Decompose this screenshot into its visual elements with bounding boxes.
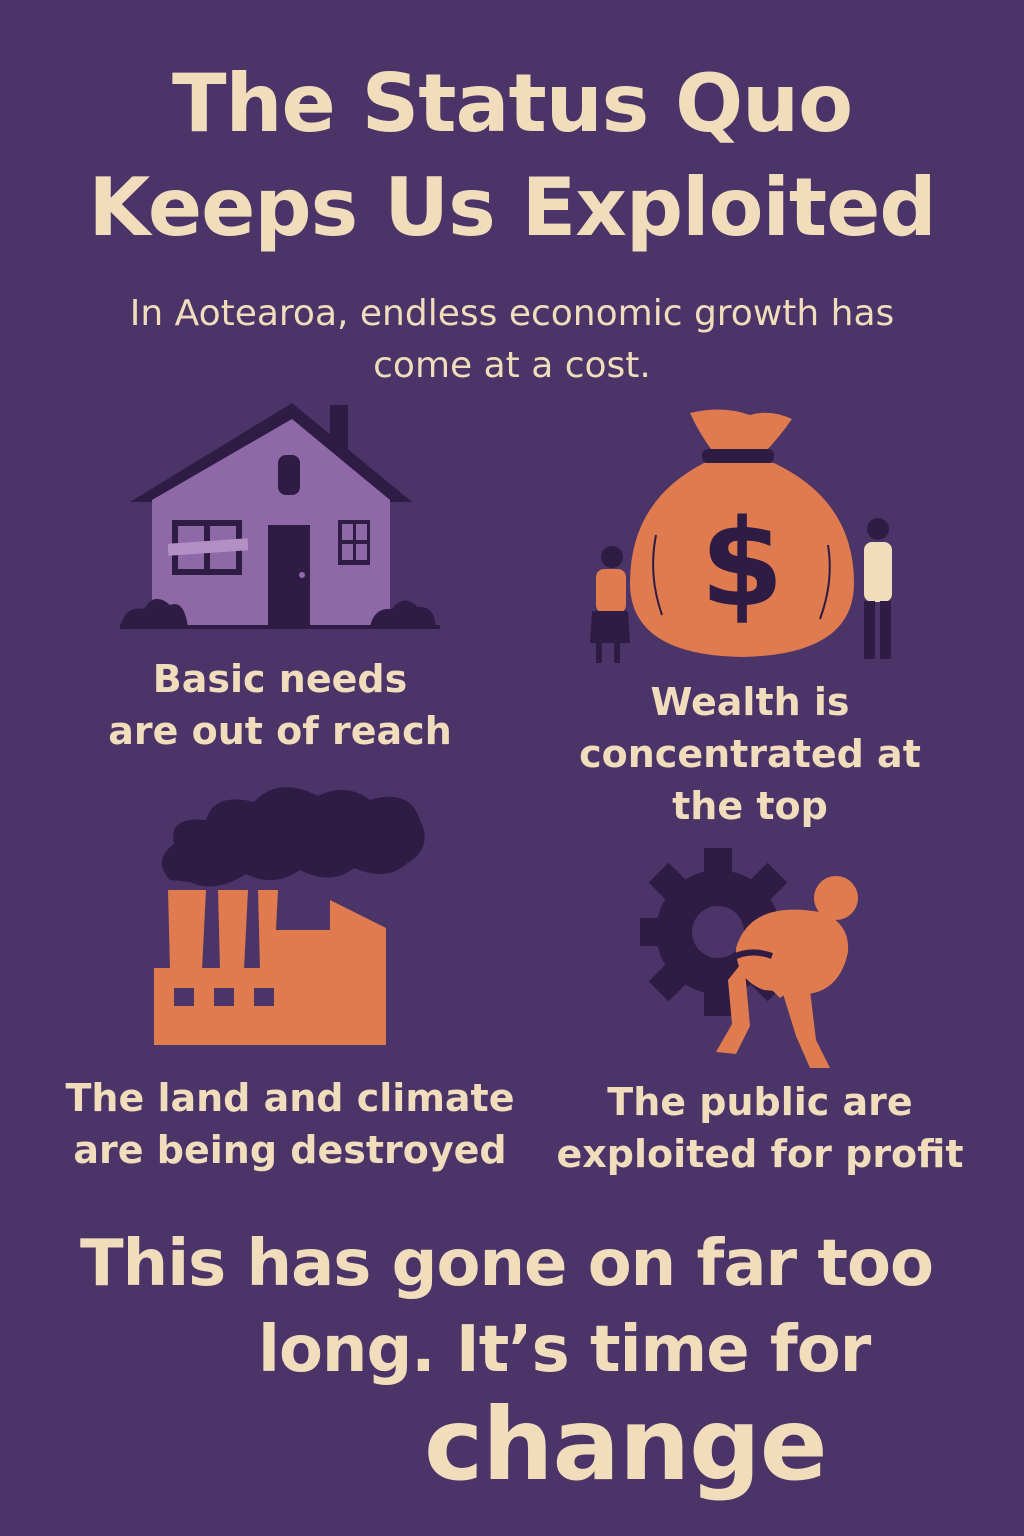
title-line-2: Keeps Us Exploited [88,161,936,254]
caption-basic-needs: Basic needs are out of reach [60,653,500,757]
factory-icon [154,787,425,1045]
caption-line: Basic needs [152,657,408,701]
caption-line: are being destroyed [73,1128,507,1172]
poster-title: The Status Quo Keeps Us Exploited [40,52,984,260]
caption-line: the top [672,784,828,828]
caption-line: concentrated at [579,732,921,776]
caption-wealth: Wealth is concentrated at the top [530,676,970,832]
house-icon [120,403,440,629]
caption-line: The public are [607,1080,913,1124]
caption-line: are out of reach [108,709,452,753]
subtitle-line-2: come at a cost. [373,345,651,386]
closing-line-1: This has gone on far too [80,1227,934,1301]
caption-land-climate: The land and climate are being destroyed [40,1072,540,1176]
gear-burden-icon [640,848,858,1068]
caption-public-exploited: The public are exploited for profit [520,1076,1000,1180]
caption-line: Wealth is [650,680,850,724]
svg-text:$: $ [700,495,784,634]
subtitle: In Aotearoa, endless economic growth has… [40,288,984,392]
title-line-1: The Status Quo [171,57,853,150]
closing-word-change: change [424,1386,828,1503]
closing-line-2: long. It’s time for [258,1313,871,1387]
money-bag-icon: $ [590,409,892,663]
subtitle-line-1: In Aotearoa, endless economic growth has [129,293,895,334]
caption-line: exploited for profit [556,1132,964,1176]
caption-line: The land and climate [65,1076,515,1120]
